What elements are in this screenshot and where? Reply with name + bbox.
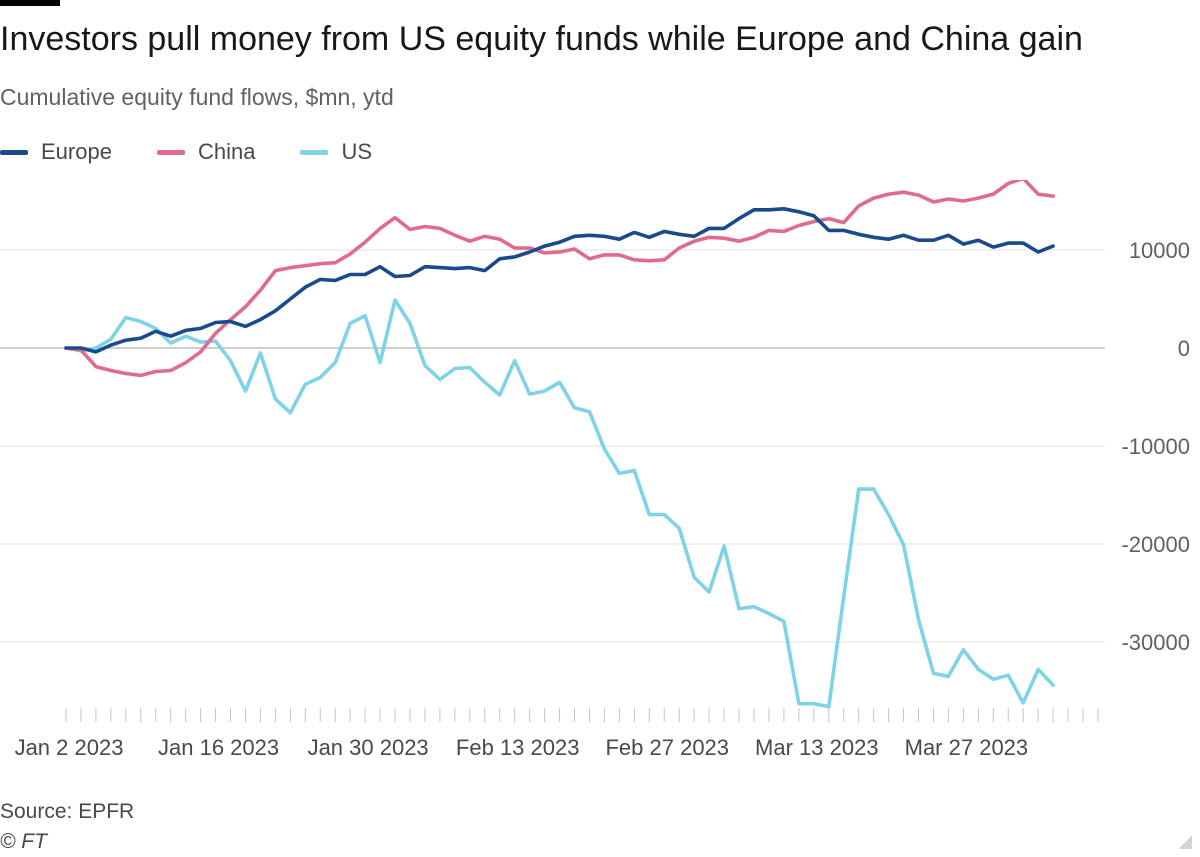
series-line-us (64, 298, 1055, 709)
x-tick-label: Jan 30 2023 (308, 735, 429, 760)
chart-title: Investors pull money from US equity fund… (0, 20, 1083, 58)
legend-item-us: US (300, 139, 372, 165)
legend: Europe China US (0, 138, 417, 166)
y-tick-label: 10000 (1129, 238, 1190, 263)
y-tick-label: -30000 (1121, 630, 1190, 655)
x-tick-label: Feb 27 2023 (605, 735, 729, 760)
copyright-note: © FT (0, 830, 47, 853)
series-line-china (64, 180, 1055, 378)
legend-swatch-us (300, 149, 329, 155)
gridlines (0, 249, 1105, 643)
legend-label-us: US (341, 139, 372, 164)
y-tick-label: 0 (1178, 336, 1190, 361)
legend-item-europe: Europe (0, 139, 112, 165)
x-tick-label: Jan 16 2023 (158, 735, 279, 760)
legend-swatch-china (156, 149, 185, 155)
legend-label-china: China (197, 139, 256, 164)
resize-handle-icon (1178, 835, 1192, 849)
series-lines (64, 180, 1055, 709)
x-axis: Jan 2 2023 Jan 16 2023 Jan 30 2023 Feb 13 2… (15, 708, 1099, 760)
legend-item-china: China (156, 139, 256, 165)
legend-swatch-europe (0, 149, 28, 155)
source-note: Source: EPFR (0, 800, 135, 823)
y-axis: 10000 0 -10000 -20000 -30000 (1121, 238, 1190, 655)
x-tick-label: Mar 13 2023 (755, 735, 879, 760)
chart-subtitle: Cumulative equity fund flows, $mn, ytd (0, 84, 394, 110)
x-tick-label: Feb 13 2023 (456, 735, 580, 760)
line-chart: 10000 0 -10000 -20000 -30000 Jan 2 2023 Jan 1… (0, 180, 1190, 760)
y-tick-label: -20000 (1121, 532, 1190, 557)
x-tick-label: Jan 2 2023 (15, 735, 124, 760)
ft-top-bar (0, 0, 60, 6)
x-tick-label: Mar 27 2023 (905, 735, 1029, 760)
y-tick-label: -10000 (1121, 434, 1190, 459)
series-line-europe (64, 206, 1055, 354)
legend-label-europe: Europe (41, 139, 112, 164)
